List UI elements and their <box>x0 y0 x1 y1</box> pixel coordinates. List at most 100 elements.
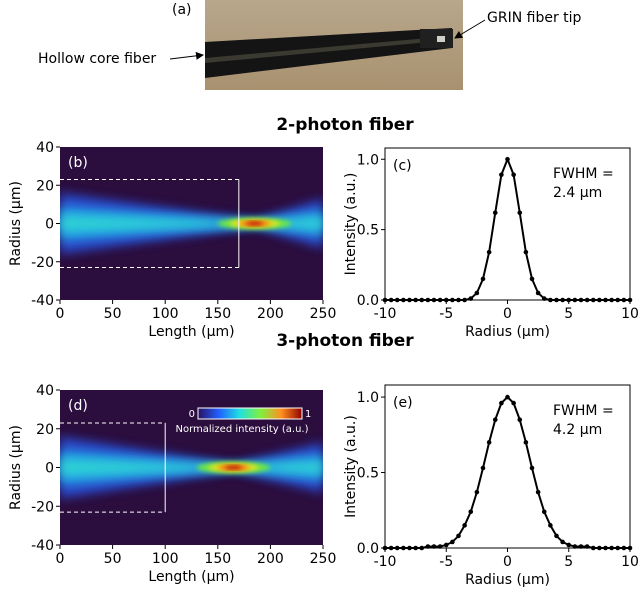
line <box>385 395 630 549</box>
marker <box>584 544 590 549</box>
x-tick-label: 150 <box>204 306 231 322</box>
marker <box>431 544 437 549</box>
marker <box>621 545 627 551</box>
y-tick-label: 0.0 <box>357 541 379 557</box>
marker <box>456 533 461 539</box>
annotation: FWHM = <box>553 166 614 182</box>
marker <box>468 509 474 515</box>
y-axis-label: Radius (µm) <box>8 181 24 266</box>
focus-spot <box>225 465 242 470</box>
marker <box>505 156 510 162</box>
marker <box>529 276 535 282</box>
marker <box>511 172 516 178</box>
marker <box>492 210 498 216</box>
y-tick-label: -40 <box>31 293 54 309</box>
marker <box>431 297 437 303</box>
x-tick-label: 200 <box>257 306 284 322</box>
marker <box>437 544 443 549</box>
marker <box>407 297 412 303</box>
section-title: 2-photon fiber <box>276 115 414 135</box>
marker <box>548 523 553 528</box>
x-axis-label: Length (µm) <box>148 324 234 340</box>
focus-spot <box>246 221 264 226</box>
x-tick-label: 100 <box>152 551 179 567</box>
panel-label: (b) <box>68 155 88 171</box>
marker <box>499 172 504 178</box>
panel-label: (c) <box>393 158 412 174</box>
y-tick-label: -20 <box>31 255 54 271</box>
marker <box>529 465 535 471</box>
x-axis-label: Radius (µm) <box>465 324 550 340</box>
marker <box>560 539 565 545</box>
x-tick-label: 50 <box>104 551 122 567</box>
marker <box>523 440 529 445</box>
colorbar-tick-label: 1 <box>305 409 311 420</box>
x-tick-label: 10 <box>621 554 639 570</box>
annotation: FWHM = <box>553 403 614 419</box>
marker <box>560 297 565 303</box>
marker <box>480 465 486 471</box>
marker <box>462 523 467 528</box>
x-tick-label: 5 <box>564 306 573 322</box>
marker <box>492 417 498 423</box>
x-tick-label: 0 <box>503 306 512 322</box>
arrow <box>454 19 486 39</box>
marker <box>511 400 516 406</box>
marker <box>621 297 627 303</box>
x-tick-label: -10 <box>374 306 397 322</box>
marker <box>517 210 523 216</box>
marker <box>401 545 406 551</box>
marker <box>603 297 608 303</box>
marker <box>554 297 559 303</box>
marker <box>480 276 486 282</box>
marker <box>615 297 621 303</box>
marker <box>535 489 541 495</box>
marker <box>548 297 553 303</box>
marker <box>554 533 559 539</box>
y-axis-label: Intensity (a.u.) <box>343 173 359 276</box>
marker <box>419 545 425 551</box>
marker <box>578 297 584 303</box>
beam-cone <box>60 459 323 476</box>
marker <box>541 509 547 515</box>
marker <box>590 297 596 303</box>
marker <box>499 400 504 406</box>
panel-label: (d) <box>68 398 88 414</box>
panel-label: (e) <box>393 395 413 411</box>
x-tick-label: 10 <box>621 306 639 322</box>
marker <box>597 545 602 551</box>
y-tick-label: 1.0 <box>357 152 379 168</box>
marker <box>572 297 578 303</box>
y-tick-label: 40 <box>36 140 54 156</box>
marker <box>609 545 614 551</box>
marker <box>468 296 474 301</box>
y-tick-label: 40 <box>36 383 54 399</box>
x-axis-label: Radius (µm) <box>465 572 550 588</box>
marker <box>425 297 431 303</box>
marker <box>615 545 621 551</box>
marker <box>437 297 443 303</box>
annotation: 4.2 µm <box>553 422 602 438</box>
y-tick-label: -40 <box>31 538 54 554</box>
y-axis-label: Radius (µm) <box>8 425 24 510</box>
arrow <box>169 51 204 60</box>
marker <box>523 249 529 255</box>
marker <box>486 440 492 445</box>
beam <box>60 192 323 255</box>
y-tick-label: 0.5 <box>357 223 379 239</box>
colorbar <box>197 407 303 420</box>
y-tick-label: -20 <box>31 499 54 515</box>
y-tick-label: 0.5 <box>357 466 379 482</box>
section-title: 3-photon fiber <box>276 331 414 351</box>
x-tick-label: 150 <box>204 551 231 567</box>
x-tick-label: 100 <box>152 306 179 322</box>
marker <box>603 545 608 551</box>
marker <box>517 417 523 423</box>
marker <box>407 545 412 551</box>
marker <box>462 297 467 303</box>
colorbar-label: Normalized intensity (a.u.) <box>175 424 308 435</box>
y-tick-label: 1.0 <box>357 390 379 406</box>
x-tick-label: 200 <box>257 551 284 567</box>
x-axis-label: Length (µm) <box>148 569 234 585</box>
x-tick-label: 0 <box>56 551 65 567</box>
